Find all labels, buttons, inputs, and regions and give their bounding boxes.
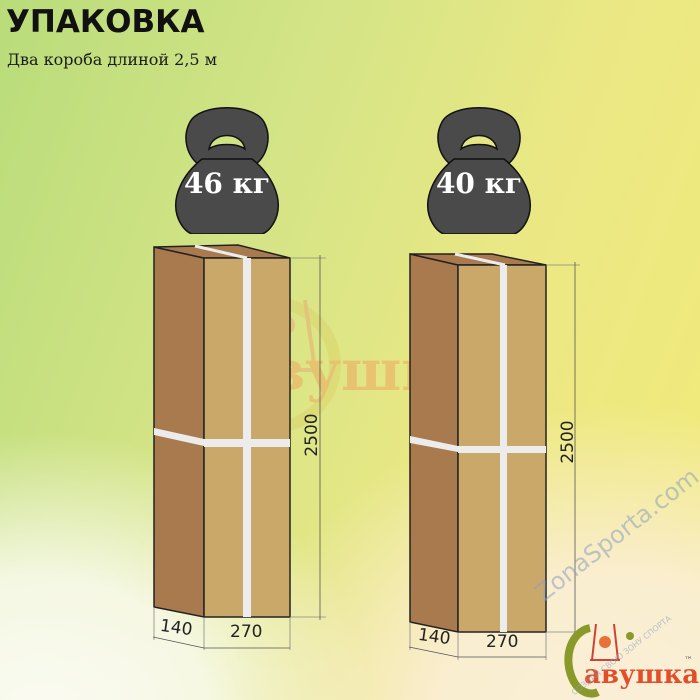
kettlebell-icon xyxy=(427,107,531,235)
brand-logo: авушка ™ xyxy=(560,620,700,700)
page-subtitle: Два короба длиной 2,5 м xyxy=(7,50,218,69)
trademark: ™ xyxy=(684,656,693,666)
kettlebell-2: 40 кг xyxy=(424,97,534,235)
swing-icon xyxy=(564,623,634,698)
page-title: УПАКОВКА xyxy=(6,4,205,40)
weight-label: 40 кг xyxy=(435,167,523,200)
depth-label-1: 140 xyxy=(158,615,194,641)
kettlebell-1: 46 кг xyxy=(172,97,282,235)
brand-logo-text: авушка xyxy=(584,660,700,690)
width-label-2: 270 xyxy=(486,632,519,652)
length-label-1: 2500 xyxy=(302,413,322,457)
kettlebell-icon xyxy=(175,107,279,235)
length-label-2: 2500 xyxy=(558,420,578,464)
weight-label: 46 кг xyxy=(183,167,271,200)
depth-label-2: 140 xyxy=(416,624,452,650)
width-label-1: 270 xyxy=(230,622,263,642)
